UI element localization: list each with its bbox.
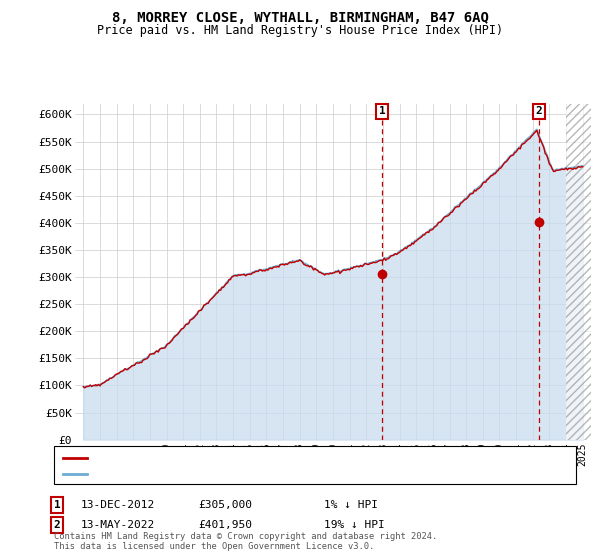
Text: 13-MAY-2022: 13-MAY-2022 (81, 520, 155, 530)
Text: Price paid vs. HM Land Registry's House Price Index (HPI): Price paid vs. HM Land Registry's House … (97, 24, 503, 36)
Text: 1: 1 (379, 106, 385, 116)
Bar (566, 104, 591, 440)
Text: 1% ↓ HPI: 1% ↓ HPI (324, 500, 378, 510)
Text: HPI: Average price, detached house, Bromsgrove: HPI: Average price, detached house, Brom… (90, 469, 366, 479)
Text: 2: 2 (536, 106, 542, 116)
Text: 1: 1 (53, 500, 61, 510)
Text: £305,000: £305,000 (198, 500, 252, 510)
Text: Contains HM Land Registry data © Crown copyright and database right 2024.
This d: Contains HM Land Registry data © Crown c… (54, 531, 437, 551)
Text: 19% ↓ HPI: 19% ↓ HPI (324, 520, 385, 530)
Text: 13-DEC-2012: 13-DEC-2012 (81, 500, 155, 510)
Text: £401,950: £401,950 (198, 520, 252, 530)
Text: 2: 2 (53, 520, 61, 530)
Text: 8, MORREY CLOSE, WYTHALL, BIRMINGHAM, B47 6AQ: 8, MORREY CLOSE, WYTHALL, BIRMINGHAM, B4… (112, 11, 488, 25)
Text: 8, MORREY CLOSE, WYTHALL, BIRMINGHAM, B47 6AQ (detached house): 8, MORREY CLOSE, WYTHALL, BIRMINGHAM, B4… (90, 452, 462, 463)
